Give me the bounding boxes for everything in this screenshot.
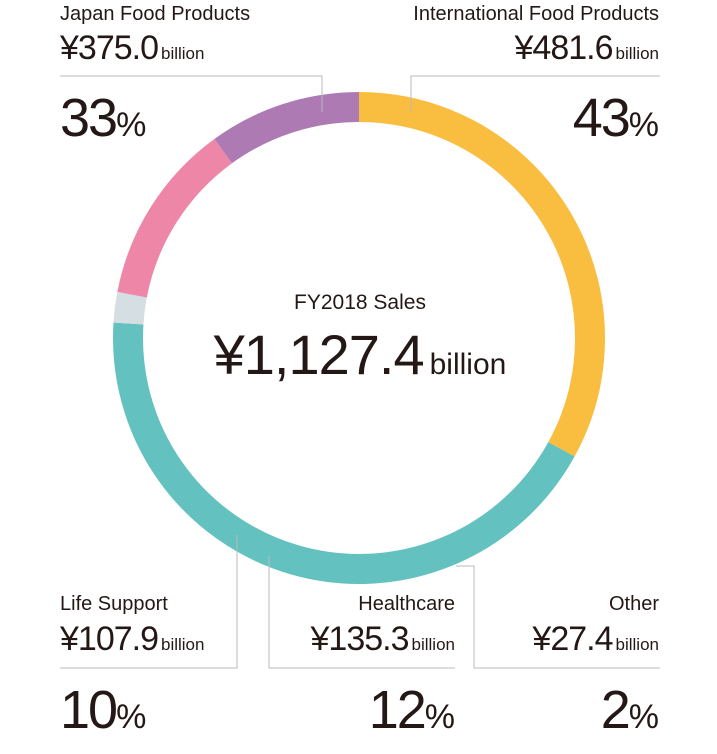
- segment-percent-japan-food: 33%: [60, 88, 146, 162]
- amount-unit: billion: [411, 635, 455, 654]
- percent-number: 33: [60, 88, 118, 148]
- leader-line-international-food: [410, 75, 660, 112]
- percent-sign: %: [628, 106, 659, 144]
- percent-sign: %: [628, 698, 659, 736]
- percent-number: 43: [572, 88, 631, 148]
- segment-percent-international-food: 43%: [573, 88, 659, 162]
- segment-percent-healthcare: 12%: [369, 680, 455, 754]
- amount-number: ¥375.0: [60, 29, 159, 67]
- amount-unit: billion: [615, 44, 659, 63]
- leader-line-other: [456, 565, 660, 669]
- donut-slice-other: [113, 291, 147, 325]
- segment-name-japan-food: Japan Food Products: [60, 3, 251, 25]
- amount-number: ¥107.9: [60, 620, 159, 658]
- amount-number: ¥481.6: [514, 29, 614, 67]
- segment-percent-life-support: 10%: [60, 680, 146, 754]
- segment-amount-japan-food: ¥375.0 billion: [60, 28, 204, 75]
- donut-slice-healthcare: [117, 138, 233, 298]
- percent-number: 10: [60, 680, 118, 740]
- leader-line-life-support: [60, 535, 238, 669]
- center-label: FY2018 Sales: [294, 291, 426, 314]
- amount-unit: billion: [161, 44, 205, 63]
- donut-slice-japan-food-products: [358, 92, 605, 457]
- segment-amount-international-food: ¥481.6 billion: [515, 28, 659, 75]
- percent-sign: %: [116, 698, 147, 736]
- percent-number: 12: [368, 680, 427, 740]
- amount-unit: billion: [615, 635, 659, 654]
- segment-name-international-food: International Food Products: [413, 3, 659, 25]
- segment-name-healthcare: Healthcare: [358, 593, 455, 615]
- segment-amount-life-support: ¥107.9 billion: [60, 619, 204, 666]
- center-total-unit: billion: [429, 348, 507, 381]
- center-total-number: ¥1,127.4: [213, 323, 425, 386]
- percent-number: 2: [600, 680, 631, 740]
- center-total: ¥1,127.4 billion: [160, 320, 560, 405]
- segment-amount-other: ¥27.4 billion: [532, 619, 659, 666]
- segment-name-life-support: Life Support: [60, 593, 168, 615]
- percent-sign: %: [116, 106, 147, 144]
- segment-name-other: Other: [608, 593, 659, 615]
- amount-number: ¥135.3: [310, 620, 410, 658]
- leader-line-japan-food: [60, 75, 323, 112]
- donut-slice-international-food-products: [113, 322, 575, 584]
- amount-unit: billion: [161, 635, 205, 654]
- percent-sign: %: [424, 698, 455, 736]
- leader-line-healthcare: [268, 556, 455, 669]
- amount-number: ¥27.4: [532, 620, 613, 658]
- segment-percent-other: 2%: [601, 680, 659, 754]
- segment-amount-healthcare: ¥135.3 billion: [311, 619, 455, 666]
- donut-slice-life-support: [214, 92, 360, 164]
